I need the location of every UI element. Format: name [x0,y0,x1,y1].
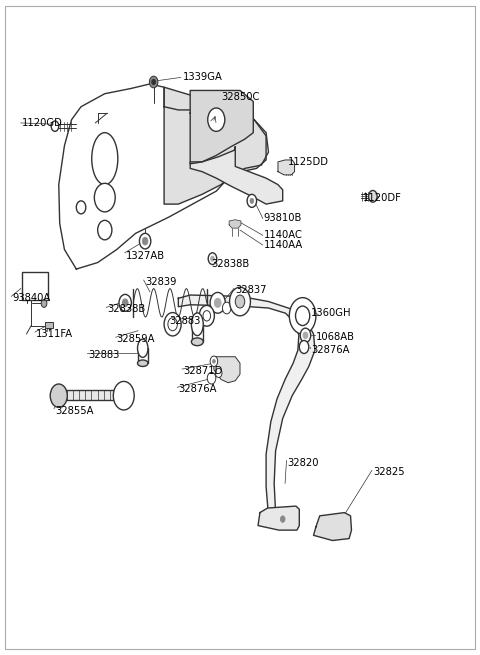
Circle shape [296,306,310,326]
Polygon shape [313,513,351,540]
Circle shape [97,220,112,240]
Circle shape [113,381,134,410]
Circle shape [203,310,211,321]
Text: 32838B: 32838B [212,259,250,269]
Text: 1125DD: 1125DD [288,157,328,167]
Circle shape [152,79,156,84]
Circle shape [213,360,216,364]
Bar [59,390,120,400]
Ellipse shape [137,360,148,366]
Text: 1311FA: 1311FA [36,329,73,339]
Text: 93840A: 93840A [12,293,50,303]
Text: 32859A: 32859A [117,334,155,344]
Circle shape [369,191,377,202]
Circle shape [50,384,67,407]
Circle shape [76,201,86,214]
Circle shape [222,302,231,314]
Circle shape [289,297,316,334]
Circle shape [95,183,115,212]
Text: 93810B: 93810B [264,214,302,223]
Text: 1120GD: 1120GD [22,118,62,128]
Circle shape [119,294,132,311]
Text: 1140AC: 1140AC [264,231,302,240]
Polygon shape [190,90,253,164]
Text: 1068AB: 1068AB [316,331,355,342]
Text: 32838B: 32838B [107,305,145,314]
Circle shape [300,341,309,354]
Circle shape [303,332,308,339]
Circle shape [211,256,215,261]
Text: 1140AA: 1140AA [264,240,303,250]
Polygon shape [59,84,268,269]
Circle shape [149,76,158,88]
Circle shape [247,195,257,208]
Polygon shape [179,295,315,516]
Polygon shape [164,87,266,204]
Ellipse shape [92,133,118,185]
Circle shape [168,318,178,331]
Text: 32839: 32839 [145,277,177,287]
Circle shape [139,233,151,249]
Text: 32825: 32825 [373,466,405,477]
Circle shape [41,299,47,307]
Polygon shape [190,147,283,204]
Text: 32855A: 32855A [55,405,94,416]
Text: 32837: 32837 [235,285,267,295]
Text: 1339GA: 1339GA [183,73,223,83]
Circle shape [210,356,218,366]
Circle shape [280,516,285,522]
Circle shape [210,292,225,313]
Polygon shape [278,160,295,175]
Text: 1360GH: 1360GH [311,309,352,318]
Text: 32883: 32883 [169,316,200,326]
Text: 32820: 32820 [288,458,319,468]
Text: 1327AB: 1327AB [126,251,165,261]
Circle shape [208,108,225,132]
Ellipse shape [137,339,148,358]
Circle shape [199,305,215,326]
Polygon shape [229,219,241,228]
Text: 32850C: 32850C [221,92,259,102]
Text: 1120DF: 1120DF [363,193,402,202]
Circle shape [208,253,217,265]
Text: 32876A: 32876A [179,384,217,394]
Circle shape [215,298,221,307]
Text: 32876A: 32876A [311,345,349,354]
Ellipse shape [192,338,203,346]
Bar [45,322,53,328]
Text: 32883: 32883 [88,350,120,360]
Circle shape [122,299,128,307]
Circle shape [164,312,181,336]
Circle shape [207,372,216,384]
Bar [22,272,48,299]
Text: 32871D: 32871D [183,366,222,376]
Ellipse shape [192,313,203,335]
Circle shape [229,288,251,316]
Circle shape [300,328,311,343]
Circle shape [250,198,254,204]
Circle shape [142,237,148,245]
Polygon shape [258,506,300,530]
Circle shape [216,368,222,377]
Circle shape [235,295,245,308]
Circle shape [51,121,59,132]
Polygon shape [214,357,240,383]
